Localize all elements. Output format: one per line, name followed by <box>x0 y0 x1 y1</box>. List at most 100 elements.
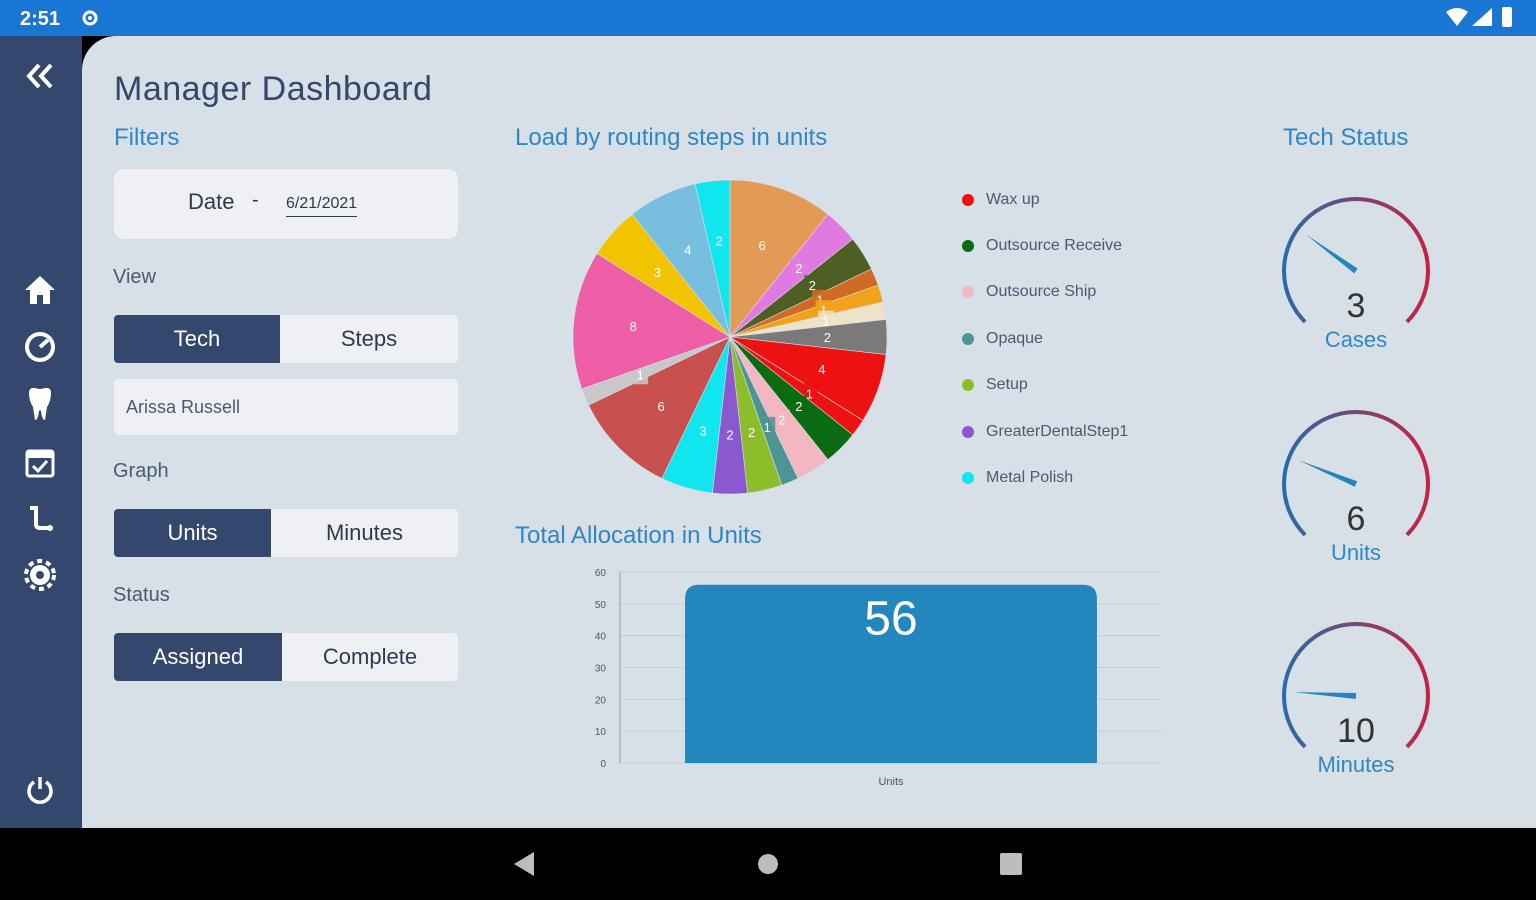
date-separator: - <box>252 189 259 211</box>
gauge-minutes: 10 Minutes <box>1276 616 1436 786</box>
pie-slice <box>572 253 731 390</box>
pie-slice-label: 4 <box>818 362 825 377</box>
gauge-value: 10 <box>1337 712 1375 750</box>
signal-icon <box>1472 8 1492 31</box>
back-icon[interactable] <box>514 852 536 881</box>
tech-select[interactable]: Arissa Russell <box>114 379 458 435</box>
legend-item-metal-polish: Metal Polish <box>962 469 1073 487</box>
recents-icon[interactable] <box>1000 853 1022 880</box>
pie-slice-label: 2 <box>809 278 816 293</box>
graph-option-minutes[interactable]: Minutes <box>325 520 404 545</box>
pie-slice-label: 3 <box>699 424 706 439</box>
legend-dot <box>962 426 974 438</box>
view-option-steps[interactable]: Steps <box>340 326 398 351</box>
pie-label-box <box>649 262 666 283</box>
pie-slice-label: 1 <box>764 420 771 435</box>
gauge-needle <box>1305 234 1358 274</box>
gauge-arc <box>1282 410 1430 537</box>
pie-label-box <box>819 327 836 347</box>
legend-label: Outsource Ship <box>986 283 1097 300</box>
legend-dot <box>962 286 974 298</box>
x-tick-label: Units <box>878 776 904 788</box>
view-option-tech[interactable]: Tech <box>114 315 280 363</box>
y-tick-label: 40 <box>595 632 607 643</box>
pie-label-box <box>790 395 807 416</box>
collapse-sidebar-icon[interactable] <box>20 56 60 96</box>
settings-notification-icon <box>80 6 100 34</box>
gauge-arc <box>1282 622 1430 749</box>
legend-dot <box>962 333 974 345</box>
gauge-dial <box>1282 197 1430 324</box>
date-value[interactable]: 6/21/2021 <box>286 195 358 217</box>
wifi-icon <box>1446 8 1468 31</box>
pie-label-box <box>743 421 760 442</box>
gauge-units: 6 Units <box>1276 404 1436 574</box>
routing-icon[interactable] <box>20 498 60 538</box>
legend-label: GreaterDentalStep1 <box>986 423 1129 440</box>
pie-slice-label: 1 <box>820 303 827 318</box>
y-tick-label: 20 <box>595 695 607 706</box>
sidebar <box>0 36 82 828</box>
pie-label-box <box>679 239 696 260</box>
status-option-complete[interactable]: Complete <box>322 644 418 669</box>
gauge-caption: Cases <box>1324 327 1388 352</box>
status-option-assigned[interactable]: Assigned <box>114 633 282 681</box>
gauge-dial <box>1282 622 1430 749</box>
legend-label: Outsource Receive <box>986 237 1123 254</box>
dashboard-gauge-icon[interactable] <box>20 327 60 367</box>
y-tick-label: 0 <box>600 759 606 770</box>
pie-slice-label: 2 <box>778 412 785 427</box>
main-content: Manager Dashboard Filters Date - 6/21/20… <box>82 36 1536 828</box>
pie-slice-label: 2 <box>748 425 755 440</box>
gauge-value: 3 <box>1346 287 1366 325</box>
legend-dot <box>962 240 974 252</box>
legend-dot <box>962 472 974 484</box>
pie-chart-title: Load by routing steps in units <box>515 124 828 151</box>
gauge-cases: 3 Cases <box>1276 191 1436 361</box>
legend-item-greaterdentalstep1: GreaterDentalStep1 <box>962 423 1128 441</box>
gauge-caption: Minutes <box>1317 752 1395 777</box>
date-filter[interactable]: Date - 6/21/2021 <box>114 169 458 239</box>
pie-slice-label: 2 <box>824 330 831 345</box>
pie-slice <box>729 179 829 338</box>
gauge-arc <box>1282 197 1430 324</box>
legend-item-opaque: Opaque <box>962 330 1043 348</box>
bar-chart: 0 10 20 30 40 50 60 56 Units <box>595 568 1162 788</box>
graph-toggle: Units Minutes <box>114 509 458 557</box>
gauge-needle <box>1298 460 1358 487</box>
legend-dot <box>962 379 974 391</box>
tooth-icon[interactable] <box>20 384 60 424</box>
bar <box>685 584 1097 763</box>
calendar-icon[interactable] <box>20 442 60 482</box>
legend-label: Wax up <box>986 191 1040 208</box>
pie-slice-label: 2 <box>715 233 722 248</box>
y-tick-label: 10 <box>595 727 607 738</box>
pie-slice-label: 6 <box>759 238 766 253</box>
legend-item-wax-up: Wax up <box>962 191 1040 209</box>
status-bar: 2:51 <box>0 0 1536 36</box>
legend-label: Opaque <box>986 330 1043 347</box>
pie-slice-label: 8 <box>630 319 637 334</box>
bar-value-label: 56 <box>864 593 917 646</box>
legend-dot <box>962 194 974 206</box>
pie-label-box <box>813 359 830 380</box>
pie-slice-label: 2 <box>795 399 802 414</box>
battery-icon <box>1502 7 1512 27</box>
gauge-caption: Units <box>1330 540 1382 565</box>
pie-label-box <box>790 258 807 279</box>
pie-label-box <box>722 424 738 445</box>
power-icon[interactable] <box>20 770 60 810</box>
pie-chart: 622111241221223618342 <box>572 179 888 495</box>
home-button-icon[interactable] <box>757 853 779 880</box>
pie-slice-label: 1 <box>822 314 829 329</box>
home-icon[interactable] <box>20 270 60 310</box>
graph-option-units[interactable]: Units <box>114 509 271 557</box>
tech-select-value: Arissa Russell <box>126 397 241 417</box>
y-tick-label: 30 <box>595 664 607 675</box>
pie-legend: Wax up Outsource Receive Outsource Ship … <box>962 191 1262 491</box>
settings-icon[interactable] <box>20 555 60 595</box>
pie-slice-label: 3 <box>654 265 661 280</box>
y-tick-label: 50 <box>595 600 607 611</box>
view-label: View <box>113 266 156 288</box>
pie-slice-label: 6 <box>658 399 665 414</box>
